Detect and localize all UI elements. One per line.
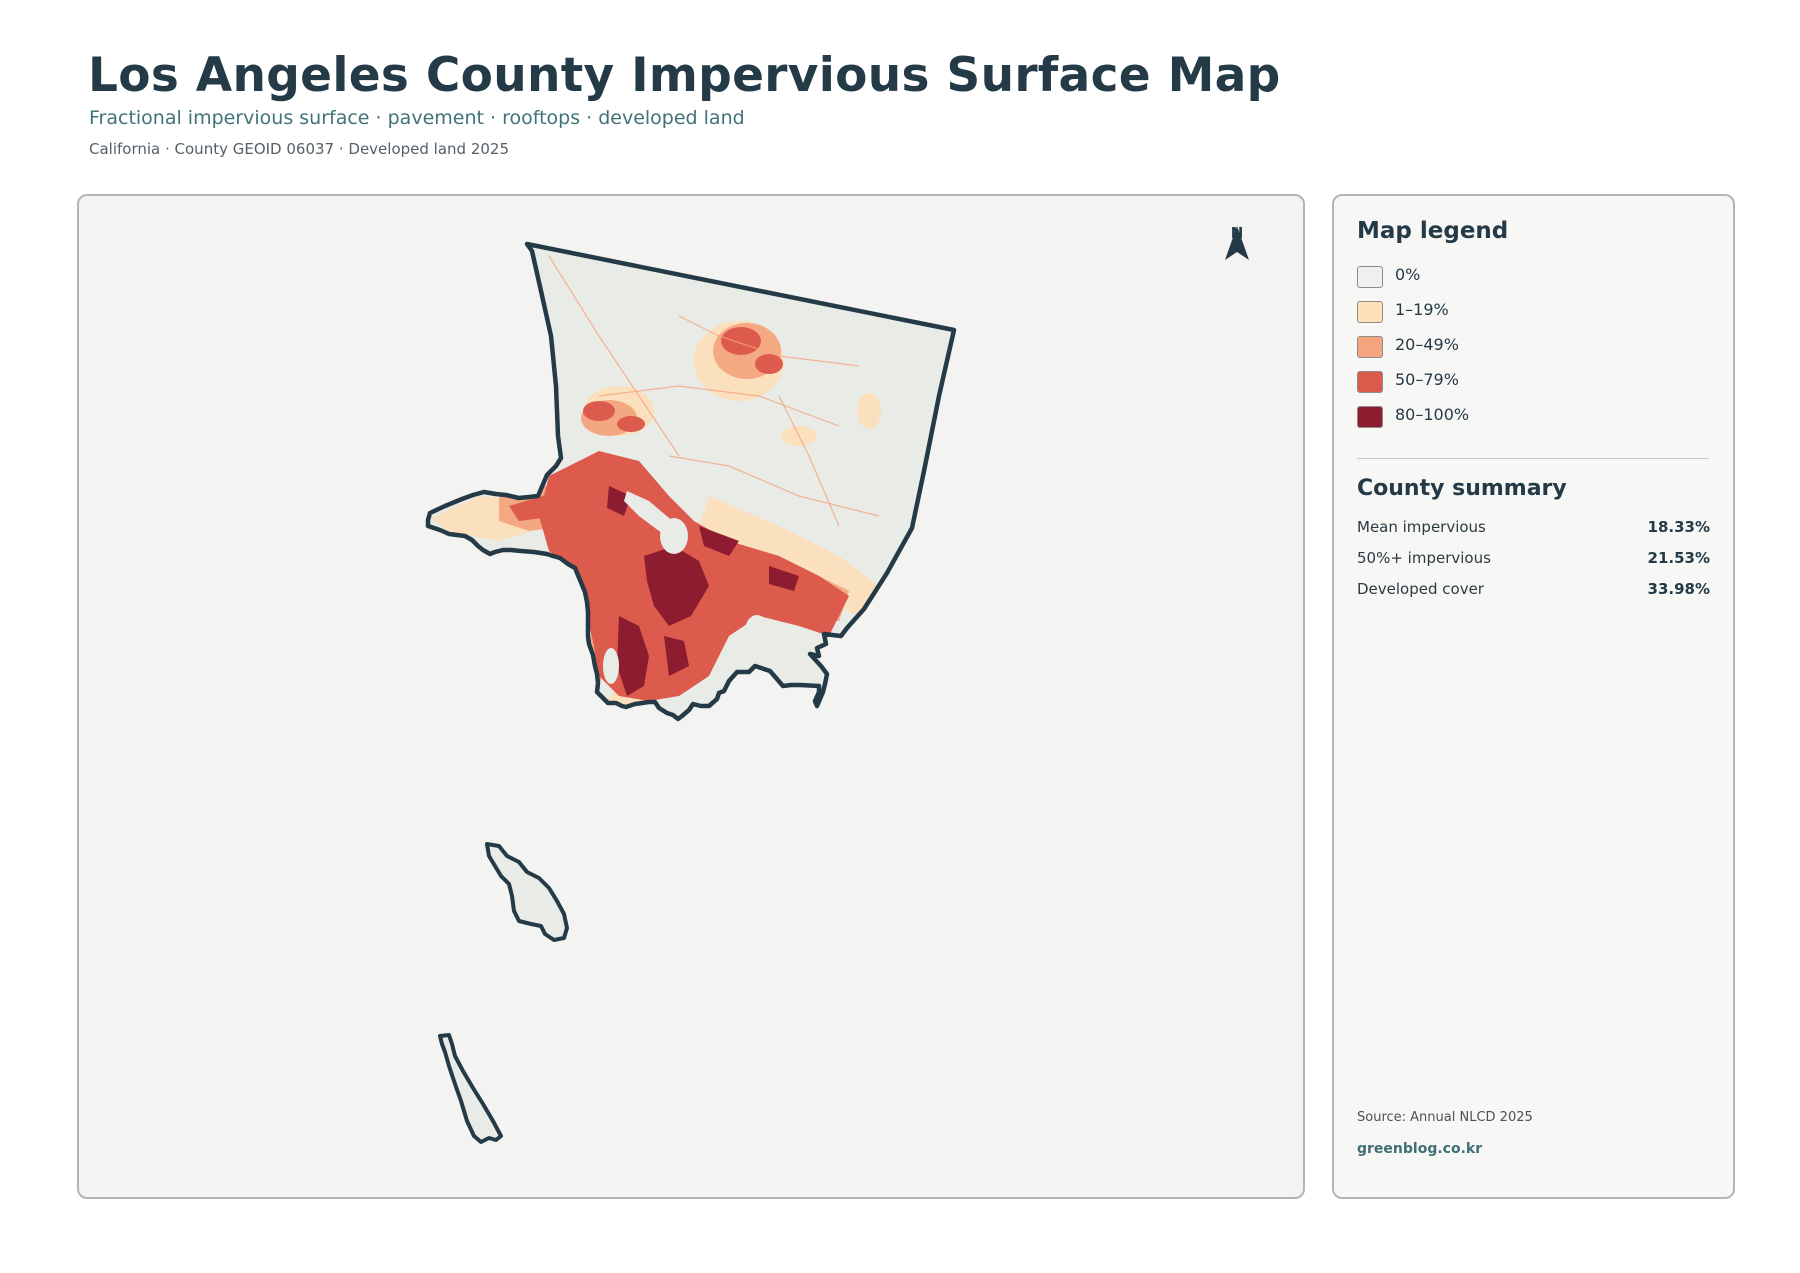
- legend-label: 0%: [1395, 265, 1421, 284]
- legend-swatch: [1357, 371, 1383, 393]
- legend-item: 20–49%: [1357, 336, 1469, 371]
- legend-item: 1–19%: [1357, 301, 1469, 336]
- page-title: Los Angeles County Impervious Surface Ma…: [88, 48, 1281, 103]
- legend-swatch: [1357, 266, 1383, 288]
- page-meta: California · County GEOID 06037 · Develo…: [89, 140, 509, 158]
- north-arrow-icon: [1225, 226, 1249, 260]
- summary-title: County summary: [1357, 476, 1567, 501]
- summary-label: Developed cover: [1357, 580, 1484, 598]
- summary-table: Mean impervious 18.33% 50%+ impervious 2…: [1357, 518, 1710, 611]
- legend-swatch: [1357, 301, 1383, 323]
- summary-label: 50%+ impervious: [1357, 549, 1491, 567]
- mainland-boundary: [425, 241, 957, 722]
- legend-item: 80–100%: [1357, 406, 1469, 441]
- legend-divider: [1357, 458, 1709, 459]
- legend-label: 80–100%: [1395, 405, 1470, 424]
- legend-panel: Map legend 0% 1–19% 20–49% 50–79% 80–100…: [1332, 194, 1735, 1199]
- map-panel[interactable]: N: [77, 194, 1305, 1199]
- legend-label: 1–19%: [1395, 300, 1449, 319]
- legend-title: Map legend: [1357, 218, 1509, 244]
- legend-label: 20–49%: [1395, 335, 1459, 354]
- summary-row: Developed cover 33.98%: [1357, 580, 1710, 611]
- summary-label: Mean impervious: [1357, 518, 1486, 536]
- legend-swatch: [1357, 406, 1383, 428]
- source-note: Source: Annual NLCD 2025: [1357, 1110, 1533, 1125]
- legend-label: 50–79%: [1395, 370, 1459, 389]
- north-arrow: N: [1222, 224, 1252, 260]
- legend-item: 50–79%: [1357, 371, 1469, 406]
- legend-list: 0% 1–19% 20–49% 50–79% 80–100%: [1357, 266, 1469, 441]
- summary-value: 18.33%: [1647, 518, 1710, 536]
- summary-row: Mean impervious 18.33%: [1357, 518, 1710, 549]
- legend-swatch: [1357, 336, 1383, 358]
- site-credit: greenblog.co.kr: [1357, 1141, 1483, 1157]
- page-subtitle: Fractional impervious surface · pavement…: [89, 107, 745, 129]
- summary-row: 50%+ impervious 21.53%: [1357, 549, 1710, 580]
- county-map[interactable]: [79, 196, 1303, 1197]
- catalina-island: [485, 842, 569, 942]
- legend-item: 0%: [1357, 266, 1469, 301]
- summary-value: 21.53%: [1647, 549, 1710, 567]
- san-clemente-island: [438, 1033, 503, 1144]
- summary-value: 33.98%: [1647, 580, 1710, 598]
